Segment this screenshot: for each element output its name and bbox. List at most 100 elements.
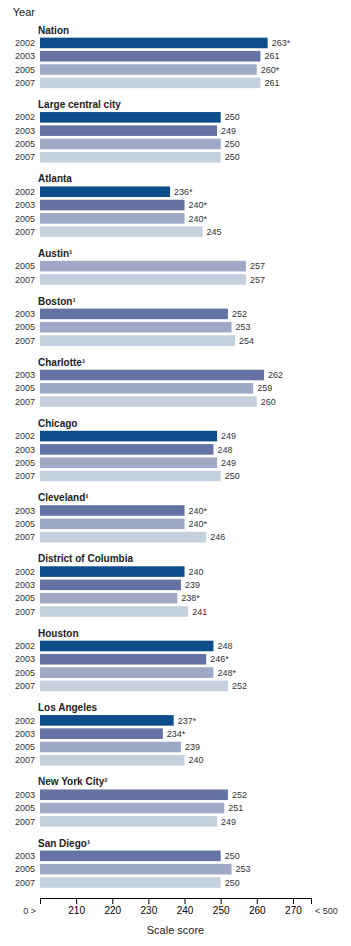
data-label: 250 — [225, 139, 240, 149]
bar — [40, 396, 257, 407]
category-label: 2007 — [15, 227, 35, 237]
bar — [40, 186, 170, 197]
x-tick-label: 220 — [104, 905, 121, 916]
section-label: Nation — [38, 25, 69, 36]
data-label: 238* — [181, 593, 200, 603]
data-label: 234* — [167, 729, 186, 739]
category-label: 2007 — [15, 275, 35, 285]
bar — [40, 139, 221, 150]
x-tick: 250 — [213, 898, 230, 916]
category-label: 2007 — [15, 681, 35, 691]
annotation: 0 > — [23, 906, 36, 916]
category-label: 2003 — [15, 370, 35, 380]
bar — [40, 200, 185, 211]
bar — [40, 519, 185, 530]
data-label: 239 — [185, 580, 200, 590]
bar — [40, 593, 177, 604]
category-label: 2005 — [15, 864, 35, 874]
bar — [40, 715, 174, 726]
category-label: 2005 — [15, 322, 35, 332]
labels: NationLarge central cityAtlantaAustin¹Bo… — [15, 25, 291, 888]
category-label: 2007 — [15, 817, 35, 827]
x-tick-label: 210 — [68, 905, 85, 916]
bar — [40, 803, 224, 814]
data-label: 240* — [189, 506, 208, 516]
bar — [40, 38, 268, 49]
data-label: 250 — [225, 851, 240, 861]
x-tick-mark — [185, 898, 186, 904]
data-label: 251 — [228, 803, 243, 813]
category-label: 2007 — [15, 78, 35, 88]
data-label: 249 — [221, 458, 236, 468]
x-tick: 240 — [177, 898, 194, 916]
data-label: 260* — [261, 65, 280, 75]
category-label: 2003 — [15, 51, 35, 61]
data-label: 252 — [232, 309, 247, 319]
category-label: 2005 — [15, 803, 35, 813]
category-label: 2003 — [15, 445, 35, 455]
category-label: 2005 — [15, 458, 35, 468]
bar — [40, 681, 228, 692]
data-label: 261 — [264, 51, 279, 61]
x-tick: 260 — [249, 898, 266, 916]
category-label: 2007 — [15, 755, 35, 765]
x-tick: 270 — [285, 898, 302, 916]
data-label: 249 — [221, 431, 236, 441]
x-tick: 220 — [104, 898, 121, 916]
section-label: Large central city — [38, 99, 121, 110]
bar — [40, 606, 188, 617]
x-tick-mark — [76, 898, 77, 904]
bar — [40, 755, 185, 766]
section-label: New York City² — [38, 776, 108, 787]
category-label: 2002 — [15, 567, 35, 577]
x-tick-mark — [221, 898, 222, 904]
category-label: 2005 — [15, 139, 35, 149]
data-label: 259 — [257, 383, 272, 393]
data-label: 240* — [189, 519, 208, 529]
category-label: 2005 — [15, 261, 35, 271]
section-label: Chicago — [38, 418, 77, 429]
data-label: 253 — [236, 864, 251, 874]
data-label: 261 — [264, 78, 279, 88]
x-tick-mark — [148, 898, 149, 904]
category-label: 2003 — [15, 851, 35, 861]
bar — [40, 335, 235, 346]
bar — [40, 370, 264, 381]
bar — [40, 261, 246, 272]
data-label: 253 — [236, 322, 251, 332]
bar — [40, 322, 232, 333]
data-label: 249 — [221, 126, 236, 136]
category-label: 2003 — [15, 200, 35, 210]
section-label: Cleveland¹ — [38, 492, 89, 503]
data-label: 250 — [225, 152, 240, 162]
section-label: Austin¹ — [38, 248, 73, 259]
bar — [40, 457, 217, 468]
category-label: 2007 — [15, 397, 35, 407]
bar — [40, 789, 228, 800]
data-label: 236* — [174, 187, 193, 197]
data-label: 252 — [232, 790, 247, 800]
data-label: 249 — [221, 817, 236, 827]
annotation: < 500 — [315, 906, 338, 916]
category-label: 2007 — [15, 607, 35, 617]
data-label: 240 — [189, 567, 204, 577]
x-tick: 230 — [141, 898, 158, 916]
category-label: 2002 — [15, 112, 35, 122]
section-label: Atlanta — [38, 173, 72, 184]
data-label: 237* — [178, 716, 197, 726]
bar — [40, 444, 213, 455]
section-label: San Diego¹ — [38, 838, 91, 849]
bar — [40, 274, 246, 285]
category-label: 2005 — [15, 519, 35, 529]
section-label: District of Columbia — [38, 553, 133, 564]
bar — [40, 505, 185, 516]
data-label: 250 — [225, 878, 240, 888]
bar — [40, 471, 221, 482]
bar — [40, 566, 185, 577]
data-label: 257 — [250, 275, 265, 285]
category-label: 2003 — [15, 506, 35, 516]
bar — [40, 64, 257, 75]
bar — [40, 816, 217, 827]
bar — [40, 851, 221, 862]
x-tick-label: 250 — [213, 905, 230, 916]
